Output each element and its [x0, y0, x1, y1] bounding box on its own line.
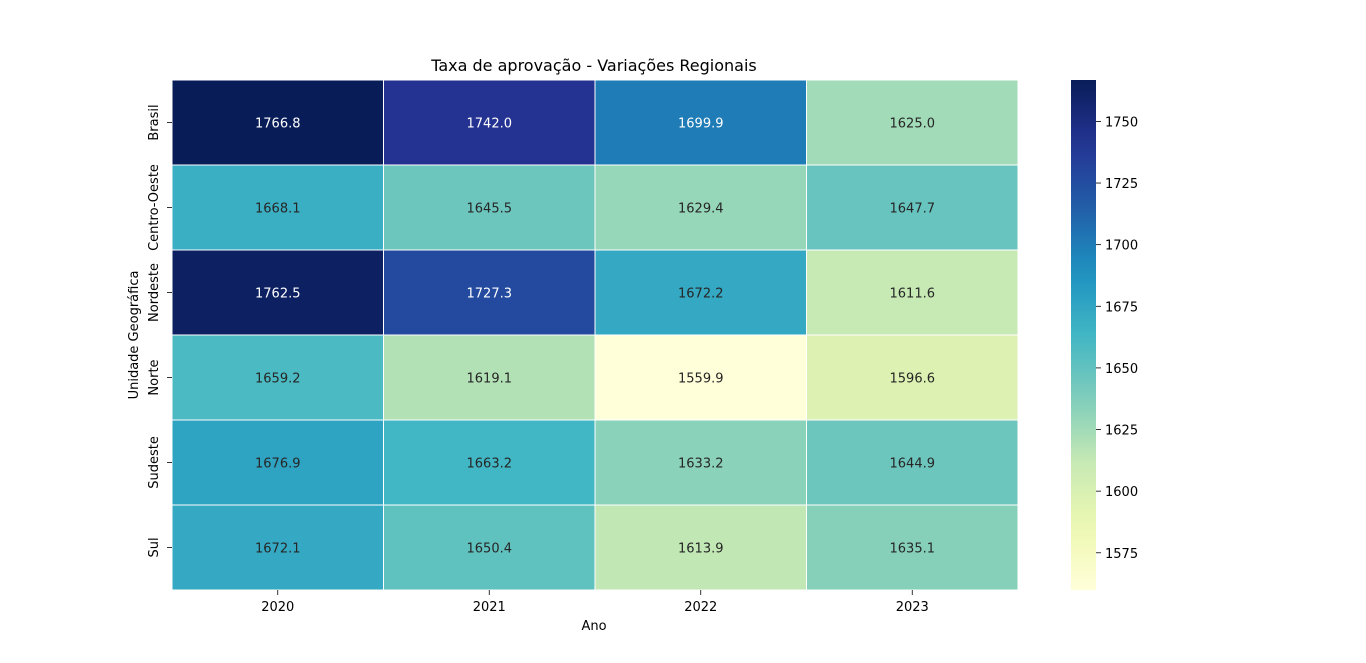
heatmap-cell: [594, 79, 807, 166]
cell-value-label: 1611.6: [890, 287, 936, 302]
heatmap-cell: [806, 504, 1019, 591]
heatmap-cell: [806, 334, 1019, 421]
heatmap-cell: [171, 419, 384, 506]
cell-value-label: 1668.1: [255, 202, 301, 217]
x-tick-label: 2023: [896, 600, 929, 615]
y-tick-label: Nordeste: [147, 263, 162, 322]
colorbar-tick-label: 1725: [1105, 177, 1138, 192]
heatmap-cell: [171, 79, 384, 166]
heatmap-cell: [383, 164, 596, 251]
heatmap-cell: [383, 334, 596, 421]
heatmap-cell: [806, 79, 1019, 166]
y-tick-label: Sul: [147, 537, 162, 557]
cell-value-label: 1672.1: [255, 542, 301, 557]
heatmap-cells: 1766.8 1742.0 1699.9 1625.0 1668.1 1645.5 1629…: [171, 79, 1019, 591]
colorbar-tick-label: 1575: [1105, 547, 1138, 562]
colorbar-tick-label: 1625: [1105, 424, 1138, 439]
cell-value-label: 1727.3: [467, 287, 513, 302]
heatmap-cell: [171, 504, 384, 591]
cell-value-label: 1613.9: [678, 542, 724, 557]
x-tick-label: 2022: [684, 600, 717, 615]
y-tick-label: Centro-Oeste: [147, 164, 162, 251]
cell-value-label: 1629.4: [678, 202, 724, 217]
heatmap-cell: [383, 249, 596, 336]
y-axis-label: Unidade Geográfica: [127, 271, 142, 400]
heatmap-cell: [806, 419, 1019, 506]
heatmap-cell: [171, 334, 384, 421]
y-tick-label: Brasil: [147, 104, 162, 140]
colorbar-tick-label: 1650: [1105, 362, 1138, 377]
cell-value-label: 1650.4: [467, 542, 513, 557]
x-axis-label: Ano: [581, 619, 606, 634]
cell-value-label: 1672.2: [678, 287, 724, 302]
cell-value-label: 1644.9: [890, 457, 936, 472]
colorbar: [1071, 80, 1096, 590]
heatmap-cell: [806, 249, 1019, 336]
cell-value-label: 1699.9: [678, 117, 724, 132]
y-tick-label: Sudeste: [147, 436, 162, 489]
colorbar-tick-label: 1750: [1105, 115, 1138, 130]
heatmap-cell: [383, 79, 596, 166]
heatmap-cell: [594, 504, 807, 591]
cell-value-label: 1766.8: [255, 117, 301, 132]
x-tick-label: 2020: [261, 600, 294, 615]
x-tick-label: 2021: [473, 600, 506, 615]
cell-value-label: 1663.2: [467, 457, 513, 472]
cell-value-label: 1625.0: [890, 117, 936, 132]
cell-value-label: 1559.9: [678, 372, 724, 387]
cell-value-label: 1596.6: [890, 372, 936, 387]
heatmap-cell: [171, 164, 384, 251]
colorbar-tick-label: 1600: [1105, 485, 1138, 500]
cell-value-label: 1633.2: [678, 457, 724, 472]
heatmap-cell: [594, 334, 807, 421]
cell-value-label: 1645.5: [467, 202, 513, 217]
heatmap-cell: [383, 504, 596, 591]
cell-value-label: 1762.5: [255, 287, 301, 302]
cell-value-label: 1647.7: [890, 202, 936, 217]
heatmap-cell: [594, 419, 807, 506]
y-axis-ticks: Brasil Centro-Oeste Nordeste Norte Sudeste Su…: [147, 104, 172, 558]
cell-value-label: 1676.9: [255, 457, 301, 472]
heatmap-cell: [806, 164, 1019, 251]
cell-value-label: 1619.1: [467, 372, 513, 387]
colorbar-tick-label: 1700: [1105, 239, 1138, 254]
cell-value-label: 1742.0: [467, 117, 513, 132]
chart-title: Taxa de aprovação - Variações Regionais: [430, 56, 757, 75]
cell-value-label: 1659.2: [255, 372, 301, 387]
y-tick-label: Norte: [147, 359, 162, 395]
cell-value-label: 1635.1: [890, 542, 936, 557]
colorbar-tick-label: 1675: [1105, 300, 1138, 315]
heatmap-cell: [383, 419, 596, 506]
colorbar-ticks: 1575 1600 1625 1650 1675 1700 1725 1750: [1096, 115, 1138, 562]
x-axis-ticks: 2020 2021 2022 2023: [261, 590, 929, 615]
